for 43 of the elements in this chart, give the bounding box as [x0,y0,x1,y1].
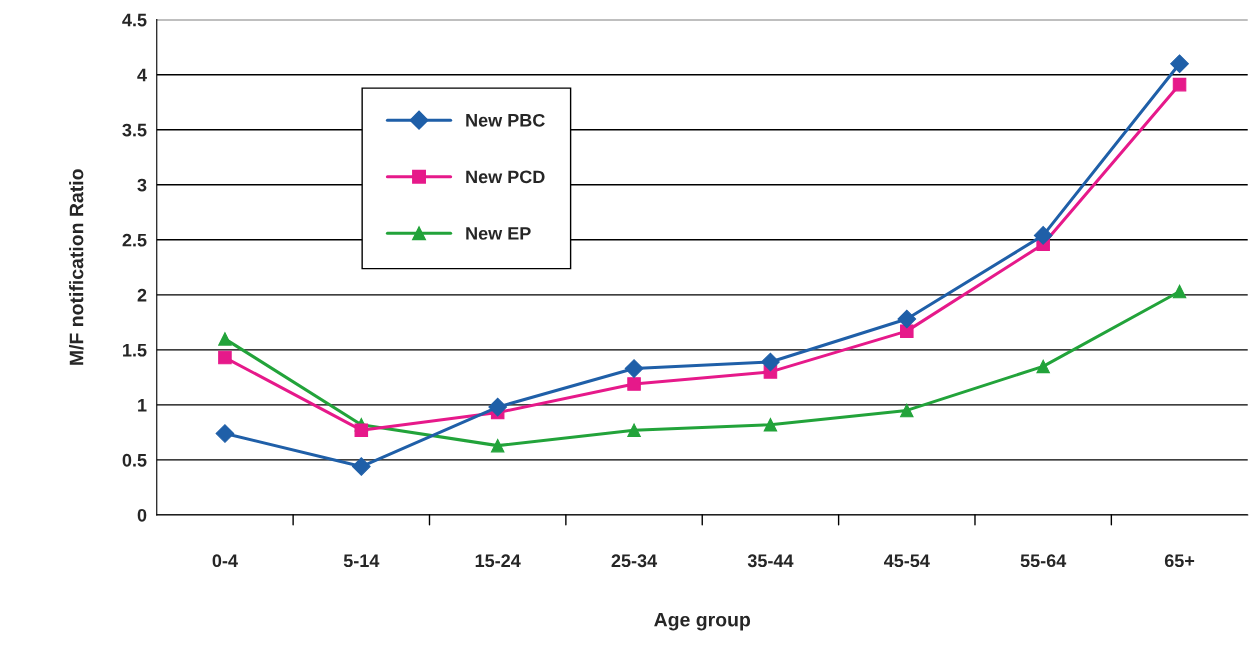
y-tick-label: 2.5 [122,233,147,247]
y-tick-label: 1.5 [123,343,147,357]
point [1172,284,1187,299]
point [1172,77,1187,92]
point [215,424,235,443]
legend-label: New PBC [466,113,545,127]
point [354,423,369,437]
y-tick-label: 0 [137,508,147,522]
point [218,332,232,346]
point [488,397,508,417]
point [763,417,778,432]
x-tick-label: 35-44 [747,554,794,568]
legend-label: New EP [466,227,531,240]
point [627,377,641,391]
point [1033,226,1053,245]
x-axis-title: Age group [654,612,751,631]
y-tick-label: 0.5 [122,453,147,467]
x-tick-label: 25-34 [611,554,658,568]
point [897,309,917,329]
point [351,457,371,476]
x-tick-label: 65+ [1164,554,1195,568]
point [218,350,232,365]
point [900,403,914,418]
point [900,324,914,338]
point [1036,359,1050,374]
point [627,423,641,437]
point [1170,54,1189,74]
legend-label: New PCD [466,170,545,184]
y-tick-label: 1 [138,399,147,412]
point [761,352,780,372]
y-tick-label: 3.5 [122,123,147,137]
y-tick-label: 4.5 [122,13,147,27]
y-tick-label: 4 [137,68,147,82]
x-tick-label: 0-4 [212,554,238,568]
x-tick-label: 15-24 [475,554,521,568]
x-tick-label: 45-54 [883,554,930,568]
y-tick-label: 2 [137,288,147,302]
point [624,359,644,378]
y-axis-title: M/F notification Ratio [69,169,84,365]
point [490,438,505,453]
x-tick-label: 5-14 [343,554,380,568]
y-tick-label: 3 [137,178,147,192]
x-tick-label: 55-64 [1020,554,1067,568]
